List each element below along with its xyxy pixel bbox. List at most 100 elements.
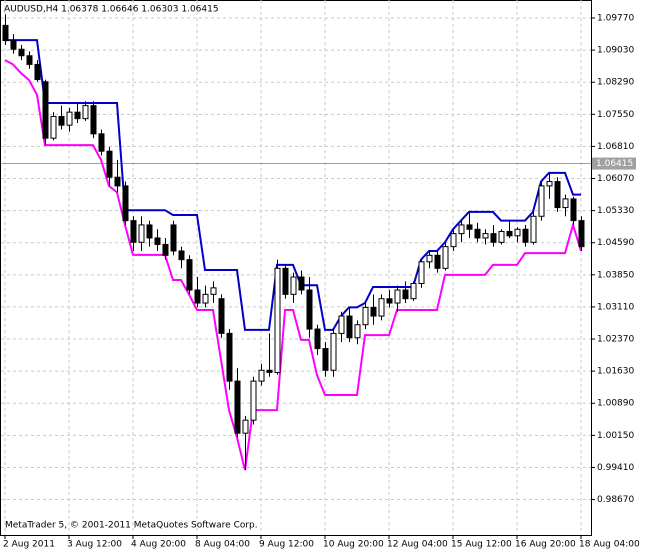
- y-tick-label: 1.06070: [597, 174, 634, 184]
- y-tick-label: 1.02370: [597, 335, 634, 345]
- candle-body: [498, 230, 505, 243]
- y-tick-label: 0.99410: [597, 463, 634, 473]
- candle-body: [522, 228, 529, 243]
- candle-body: [290, 276, 297, 295]
- candle-body: [282, 267, 289, 295]
- candle-body: [346, 315, 353, 339]
- candle-body: [370, 306, 377, 317]
- candle-body: [2, 24, 9, 42]
- candle-body: [98, 133, 105, 152]
- candle-body: [314, 328, 321, 350]
- candle-body: [306, 289, 313, 330]
- x-tick-label: 12 Aug 04:00: [387, 540, 448, 550]
- candle-body: [154, 237, 161, 245]
- candle-body: [146, 224, 153, 239]
- y-tick-label: 1.00150: [597, 431, 634, 441]
- channel-line: [4, 59, 582, 471]
- grid: [1, 0, 591, 535]
- y-tick-label: 0.98670: [597, 495, 634, 505]
- y-tick-label: 1.05330: [597, 206, 634, 216]
- candle-body: [186, 259, 193, 291]
- candle-body: [426, 254, 433, 263]
- candle-body: [530, 215, 537, 243]
- candle-body: [138, 224, 145, 243]
- y-tick-label: 1.09030: [597, 46, 634, 56]
- candle-body: [578, 220, 585, 248]
- candle-body: [218, 298, 225, 334]
- candle-body: [386, 298, 393, 304]
- footer: MetaTrader 5, © 2001-2011 MetaQuotes Sof…: [5, 521, 258, 531]
- candle-body: [18, 48, 25, 57]
- candle-body: [442, 246, 449, 269]
- candle-body: [506, 230, 513, 237]
- current-price-label: 1.06415: [596, 159, 633, 169]
- y-tick-label: 1.08290: [597, 78, 634, 88]
- candle-body: [514, 228, 521, 237]
- x-tick-label: 2 Aug 2011: [3, 540, 55, 550]
- candle-body: [210, 287, 217, 295]
- candle-body: [82, 105, 89, 120]
- y-tick-label: 1.03110: [597, 302, 634, 312]
- candle-body: [226, 332, 233, 382]
- candle-body: [66, 111, 73, 126]
- candle-body: [330, 332, 337, 371]
- candle-body: [162, 243, 169, 256]
- candle-body: [362, 306, 369, 326]
- candle-body: [410, 283, 417, 300]
- candle-body: [258, 369, 265, 382]
- candle-body: [466, 224, 473, 230]
- x-tick-label: 10 Aug 20:00: [323, 540, 384, 550]
- candle-body: [90, 105, 97, 135]
- candle-body: [338, 315, 345, 334]
- candle-body: [202, 293, 209, 304]
- candle-body: [130, 220, 137, 243]
- candle-body: [474, 228, 481, 239]
- x-tick-label: 16 Aug 20:00: [515, 540, 576, 550]
- x-tick-label: 4 Aug 20:00: [131, 540, 186, 550]
- candle-body: [26, 55, 33, 65]
- candle-body: [250, 380, 257, 421]
- candle-body: [394, 289, 401, 304]
- candle-body: [434, 254, 441, 269]
- candle-body: [106, 150, 113, 178]
- candle-body: [122, 185, 129, 222]
- candle-body: [194, 289, 201, 304]
- candle-body: [58, 115, 65, 126]
- candle-body: [546, 181, 553, 187]
- candle-body: [178, 250, 185, 261]
- channel-line: [5, 39, 581, 331]
- y-tick-label: 1.09770: [597, 14, 634, 24]
- y-tick-label: 1.01630: [597, 367, 634, 377]
- candle-body: [554, 181, 561, 209]
- candle-body: [322, 348, 329, 371]
- candle-body: [298, 276, 305, 291]
- candle-body: [266, 369, 273, 373]
- current-price-box: [592, 157, 636, 170]
- candle-body: [418, 261, 425, 285]
- candle-body: [458, 224, 465, 235]
- candle-body: [482, 233, 489, 239]
- x-tick-label: 15 Aug 12:00: [451, 540, 512, 550]
- x-tick-label: 3 Aug 12:00: [67, 540, 122, 550]
- y-tick-label: 1.03850: [597, 270, 634, 280]
- candle-body: [50, 115, 57, 139]
- y-tick-label: 1.07550: [597, 110, 634, 120]
- candle-body: [538, 185, 545, 217]
- x-tick-label: 9 Aug 12:00: [259, 540, 314, 550]
- x-tick-label: 8 Aug 04:00: [195, 540, 250, 550]
- candle-body: [402, 289, 409, 300]
- candle-body: [234, 380, 241, 434]
- candle-body: [170, 224, 177, 252]
- candle-body: [34, 63, 41, 81]
- candle-body: [562, 198, 569, 209]
- candle-body: [10, 40, 17, 50]
- chart-title: AUDUSD,H4 1.06378 1.06646 1.06303 1.0641…: [4, 5, 219, 15]
- candle-body: [570, 198, 577, 222]
- y-tick-label: 1.00890: [597, 399, 634, 409]
- candle-body: [114, 176, 121, 187]
- y-tick-label: 1.04590: [597, 238, 634, 248]
- candle-body: [354, 324, 361, 339]
- candle-body: [74, 111, 81, 120]
- candle-body: [450, 233, 457, 248]
